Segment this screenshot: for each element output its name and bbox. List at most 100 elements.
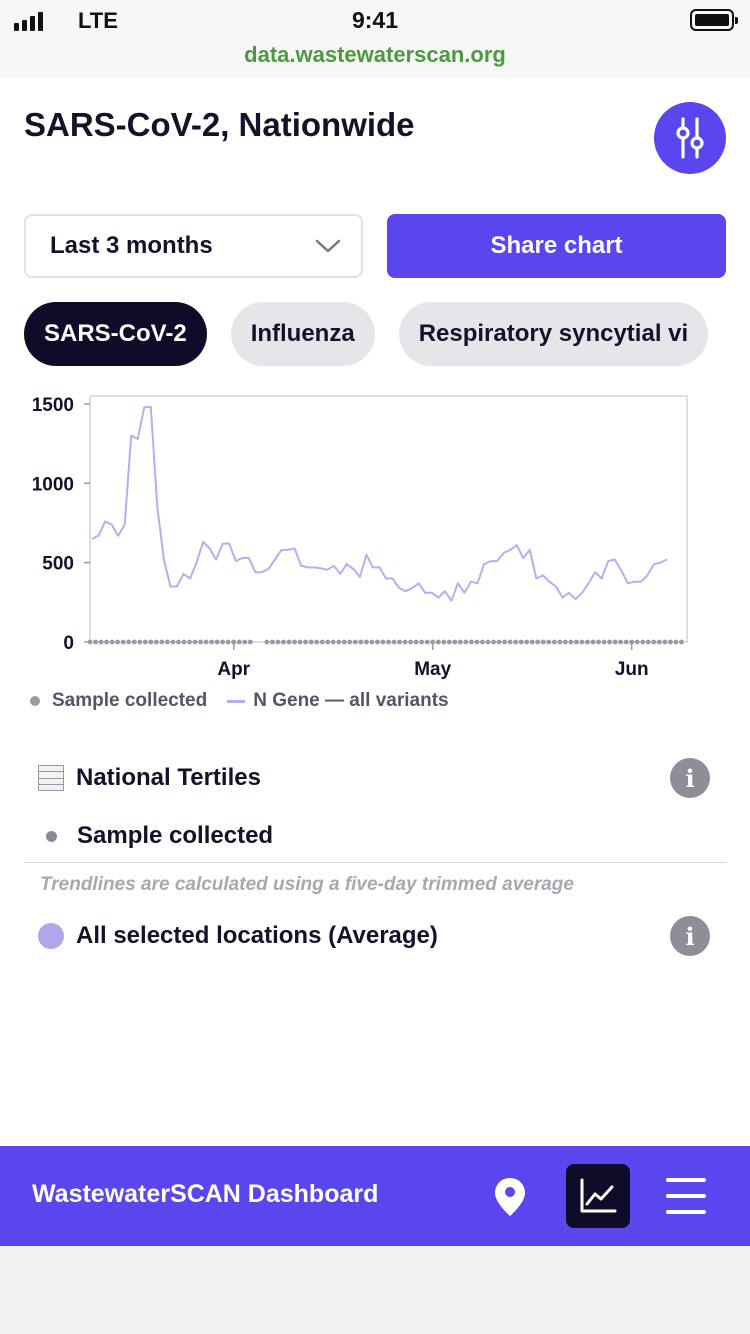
sample-collected-dot <box>463 639 469 645</box>
sample-collected-dot <box>292 639 297 645</box>
sample-collected-dot <box>408 639 414 645</box>
pathogen-tabs: SARS-CoV-2 Influenza Respiratory syncyti… <box>24 302 709 366</box>
tab-influenza[interactable]: Influenza <box>230 302 375 366</box>
tertiles-info-button[interactable]: i <box>670 758 710 798</box>
sample-collected-dot <box>441 639 447 645</box>
sample-collected-dot <box>435 639 441 645</box>
series-line-n-gene <box>91 406 668 602</box>
sample-collected-dot <box>341 639 347 645</box>
hamburger-menu-icon[interactable] <box>666 1178 706 1214</box>
sample-collected-dot <box>209 639 215 645</box>
average-location-row[interactable]: All selected locations (Average) <box>38 922 438 950</box>
sample-collected-dot <box>203 639 209 645</box>
tertiles-icon <box>38 765 64 791</box>
y-tick-label: 1000 <box>32 474 74 495</box>
sample-collected-dot <box>380 639 386 645</box>
dashboard-title[interactable]: WastewaterSCAN Dashboard <box>32 1180 379 1208</box>
sample-collected-dot <box>242 639 248 645</box>
legend-sample-label: Sample collected <box>52 690 208 711</box>
location-pin-icon[interactable] <box>492 1176 528 1218</box>
sample-collected-dot <box>469 639 474 645</box>
address-bar-url[interactable]: data.wastewaterscan.org <box>244 42 506 67</box>
concentration-line-chart[interactable]: 0 500 1000 1500 Apr May Jun <box>0 390 750 690</box>
sample-collected-dot <box>159 639 165 645</box>
signal-icon <box>14 12 43 31</box>
sample-collected-dot <box>386 639 391 645</box>
sample-collected-dot <box>192 639 198 645</box>
y-tick-label: 1500 <box>32 395 74 416</box>
sample-collected-dot <box>662 639 668 645</box>
sample-collected-dot <box>214 639 220 645</box>
sample-collected-dot <box>142 639 148 645</box>
sample-collected-dot <box>120 639 126 645</box>
sample-collected-dot <box>375 639 380 645</box>
time-range-value: Last 3 months <box>50 232 213 259</box>
sample-collected-dot <box>314 639 320 645</box>
sample-collected-dot <box>363 639 369 645</box>
sample-collected-dot <box>474 639 480 645</box>
sample-collected-dot <box>397 639 402 645</box>
battery-icon <box>690 9 738 31</box>
sample-collected-dot <box>596 639 601 645</box>
national-tertiles-row[interactable]: National Tertiles <box>38 764 261 792</box>
time-range-select[interactable]: Last 3 months <box>24 214 363 278</box>
sample-collected-dot <box>496 639 502 645</box>
tab-rsv[interactable]: Respiratory syncytial vi <box>398 302 709 366</box>
sample-collected-dot <box>513 639 519 645</box>
sample-collected-dot <box>645 639 651 645</box>
sample-collected-dot <box>413 639 419 645</box>
sample-collected-dot <box>115 639 121 645</box>
sample-collected-dot <box>319 639 325 645</box>
filter-button[interactable] <box>654 102 726 174</box>
sample-collected-dot <box>391 639 397 645</box>
sample-collected-dot <box>148 639 154 645</box>
divider <box>24 862 726 863</box>
x-tick-label: Jun <box>615 659 649 680</box>
sample-collected-dot <box>673 639 679 645</box>
status-bar: LTE 9:41 data.wastewaterscan.org <box>0 0 750 78</box>
sample-collected-dot <box>308 639 314 645</box>
chart-view-button[interactable] <box>566 1164 630 1228</box>
sample-collected-dot <box>590 639 596 645</box>
sample-collected-dot <box>585 639 590 645</box>
sample-collected-dot <box>87 639 93 645</box>
x-tick-label: May <box>414 659 451 680</box>
sample-collected-dot <box>220 639 226 645</box>
sample-collected-dot <box>546 639 552 645</box>
sample-collected-dot <box>104 639 109 645</box>
sample-collected-dot <box>225 639 231 645</box>
plot-area <box>89 395 688 643</box>
status-time: 9:41 <box>351 7 399 33</box>
sample-collected-dot <box>491 639 496 645</box>
sample-collected-dot <box>574 639 579 645</box>
sample-collected-dot <box>618 639 624 645</box>
sample-collected-dot <box>131 639 137 645</box>
sample-collected-dot <box>176 639 181 645</box>
sample-collected-dot <box>480 639 485 645</box>
sample-dot-icon <box>46 830 57 842</box>
average-info-button[interactable]: i <box>670 916 710 956</box>
sample-collected-dot <box>297 639 303 645</box>
sample-collected-dot <box>612 639 618 645</box>
sample-collected-dot <box>336 639 342 645</box>
sample-collected-dot <box>430 639 436 645</box>
sample-collected-dot <box>264 639 270 645</box>
sample-collected-dot <box>358 639 364 645</box>
sample-collected-dot <box>247 639 253 645</box>
sample-collected-dot <box>93 639 98 645</box>
sample-collected-dot <box>446 639 452 645</box>
chart-legend: Sample collected N Gene — all variants <box>30 690 449 712</box>
share-chart-button[interactable]: Share chart <box>387 214 726 278</box>
tab-sars-cov-2[interactable]: SARS-CoV-2 <box>24 302 207 366</box>
sample-collected-dot <box>629 639 635 645</box>
sample-collected-dot <box>568 639 574 645</box>
sample-collected-dot <box>281 639 286 645</box>
sample-collected-dot <box>137 639 143 645</box>
line-chart-icon <box>580 1178 617 1213</box>
sample-collected-dot <box>529 639 535 645</box>
carrier-label: LTE <box>78 8 118 33</box>
sample-collected-dot <box>347 639 353 645</box>
sample-collected-dot <box>640 639 646 645</box>
sample-collected-dot <box>303 639 308 645</box>
tertiles-label: National Tertiles <box>76 764 261 791</box>
